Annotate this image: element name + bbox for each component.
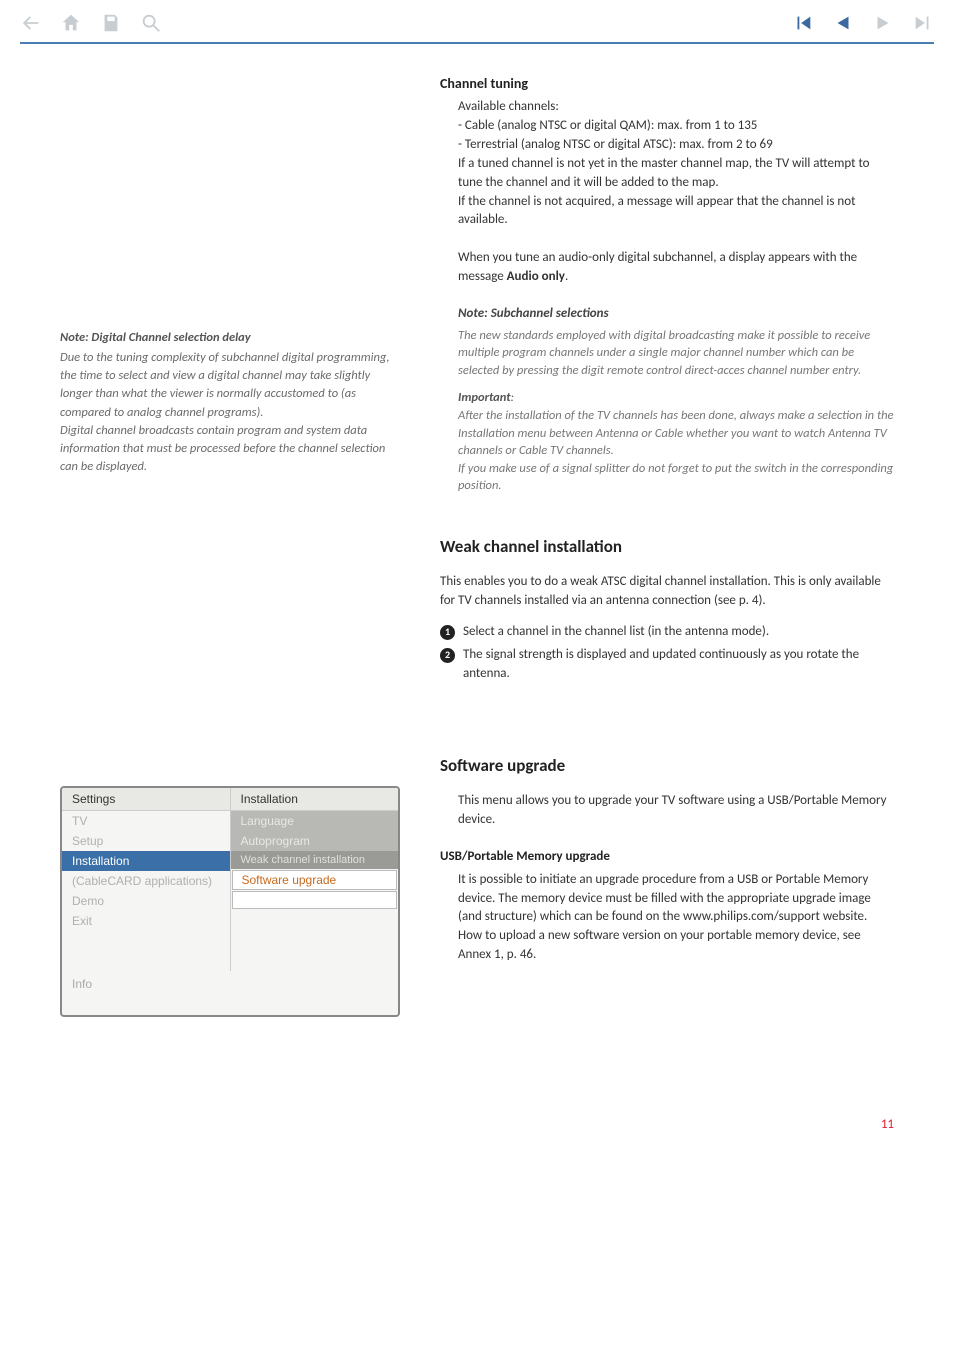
menu-item-weak-channel: Weak channel installation: [231, 851, 399, 869]
usb-p2: How to upload a new software version on …: [458, 927, 894, 965]
channel-p2: If the channel is not acquired, a messag…: [458, 193, 894, 231]
important-colon: :: [511, 390, 514, 405]
channel-tuning-heading: Channel tuning: [440, 74, 894, 94]
note-body-1: Due to the tuning complexity of subchann…: [60, 349, 400, 422]
menu-item-software-upgrade: Software upgrade: [232, 870, 398, 890]
pdf-toolbar: [0, 0, 954, 42]
subchannel-heading: Note: Subchannel selections: [458, 305, 894, 324]
menu-left-header: Settings: [62, 788, 230, 811]
software-intro: This menu allows you to upgrade your TV …: [458, 792, 894, 830]
weak-step1-text: Select a channel in the channel list (in…: [463, 623, 769, 642]
right-column: Channel tuning Available channels: - Cab…: [440, 74, 894, 1017]
left-column: Note: Digital Channel selection delay Du…: [60, 74, 400, 1017]
back-arrow-icon[interactable]: [20, 12, 42, 34]
channel-p1: If a tuned channel is not yet in the mas…: [458, 155, 894, 193]
channel-p3: When you tune an audio-only digital subc…: [458, 249, 894, 287]
menu-item-cablecard: (CableCARD applications): [62, 871, 230, 891]
menu-item-demo: Demo: [62, 891, 230, 911]
usb-p1: It is possible to initiate an upgrade pr…: [458, 871, 894, 928]
page-content: Note: Digital Channel selection delay Du…: [0, 74, 954, 1057]
weak-step-2: 2 The signal strength is displayed and u…: [440, 646, 894, 684]
menu-item-exit: Exit: [62, 911, 230, 931]
channel-p3c: .: [565, 269, 568, 284]
channel-bullet-1: - Cable (analog NTSC or digital QAM): ma…: [458, 117, 894, 136]
search-icon[interactable]: [140, 12, 162, 34]
menu-item-language: Language: [231, 811, 399, 831]
step-bullet-1: 1: [440, 625, 455, 640]
important-title: Important:: [458, 389, 894, 407]
next-icon[interactable]: [872, 12, 894, 34]
save-icon[interactable]: [100, 12, 122, 34]
software-upgrade-heading: Software upgrade: [440, 754, 894, 779]
menu-item-autoprogram: Autoprogram: [231, 831, 399, 851]
usb-upgrade-heading: USB/Portable Memory upgrade: [440, 848, 894, 867]
menu-right-header: Installation: [231, 788, 399, 811]
important-p1: After the installation of the TV channel…: [458, 407, 894, 460]
menu-item-tv: TV: [62, 811, 230, 831]
audio-only-label: Audio only: [507, 269, 565, 284]
channel-bullet-2: - Terrestrial (analog NTSC or digital AT…: [458, 136, 894, 155]
home-icon[interactable]: [60, 12, 82, 34]
page-number: 11: [0, 1057, 954, 1152]
menu-item-empty: [232, 891, 398, 909]
note-title: Note: Digital Channel selection delay: [60, 329, 400, 347]
weak-channel-heading: Weak channel installation: [440, 535, 894, 560]
note-body-2: Digital channel broadcasts contain progr…: [60, 422, 400, 476]
skip-start-icon[interactable]: [792, 12, 814, 34]
toolbar-right-group: [792, 12, 934, 34]
weak-intro: This enables you to do a weak ATSC digit…: [440, 573, 894, 611]
menu-item-setup: Setup: [62, 831, 230, 851]
skip-end-icon[interactable]: [912, 12, 934, 34]
menu-info-label: Info: [62, 971, 398, 1015]
usb-upgrade-body: It is possible to initiate an upgrade pr…: [458, 871, 894, 965]
header-divider: [20, 42, 934, 44]
toolbar-left-group: [20, 12, 162, 34]
important-p2: If you make use of a signal splitter do …: [458, 460, 894, 495]
subchannel-body: The new standards employed with digital …: [458, 327, 894, 380]
channel-tuning-body: Available channels: - Cable (analog NTSC…: [458, 98, 894, 286]
available-channels-label: Available channels:: [458, 98, 894, 117]
settings-menu-screenshot: Settings TV Setup Installation (CableCAR…: [60, 786, 400, 1017]
step-bullet-2: 2: [440, 648, 455, 663]
prev-icon[interactable]: [832, 12, 854, 34]
subchannel-note: Note: Subchannel selections The new stan…: [458, 305, 894, 495]
weak-step2-text: The signal strength is displayed and upd…: [463, 646, 894, 684]
important-label: Important: [458, 390, 511, 405]
menu-item-installation: Installation: [62, 851, 230, 871]
digital-channel-delay-note: Note: Digital Channel selection delay Du…: [60, 329, 400, 476]
weak-step-1: 1 Select a channel in the channel list (…: [440, 623, 894, 642]
